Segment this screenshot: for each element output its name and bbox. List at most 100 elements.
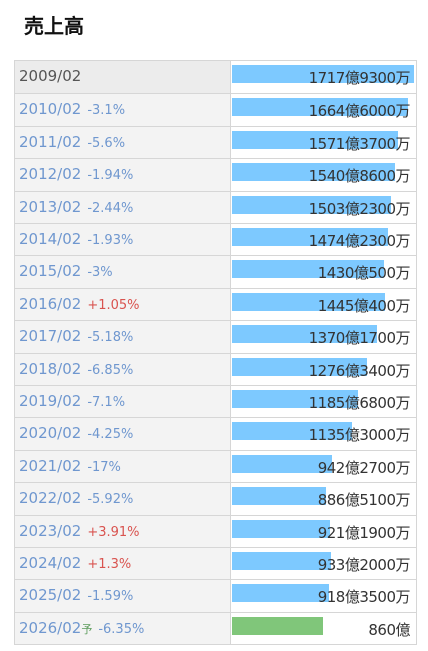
table-row: 2010/02 -3.1% 1664億6000万 bbox=[15, 93, 416, 126]
chart-title: 売上高 bbox=[24, 14, 84, 38]
amount-label: 1445億400万 bbox=[317, 296, 411, 315]
year-label[interactable]: 2021/02 -17% bbox=[19, 457, 121, 475]
year-cell: 2017/02 -5.18% bbox=[15, 321, 231, 353]
year-text[interactable]: 2019/02 bbox=[19, 392, 82, 410]
year-cell: 2018/02 -6.85% bbox=[15, 353, 231, 385]
year-cell: 2023/02 +3.91% bbox=[15, 515, 231, 547]
year-cell: 2025/02 -1.59% bbox=[15, 580, 231, 612]
forecast-mark: 予 bbox=[81, 622, 93, 636]
amount-label: 886億5100万 bbox=[317, 491, 411, 510]
table-row: 2025/02 -1.59% 918億3500万 bbox=[15, 579, 416, 612]
year-label[interactable]: 2016/02 +1.05% bbox=[19, 295, 140, 313]
year-cell: 2021/02 -17% bbox=[15, 450, 231, 483]
table-row: 2018/02 -6.85% 1276億3400万 bbox=[15, 352, 416, 385]
revenue-bar bbox=[232, 65, 414, 83]
yoy-change: -1.59% bbox=[87, 589, 134, 605]
year-cell: 2022/02 -5.92% bbox=[15, 483, 231, 515]
table-row: 2016/02 +1.05% 1445億400万 bbox=[15, 287, 416, 321]
year-label[interactable]: 2017/02 -5.18% bbox=[19, 327, 133, 345]
revenue-bar bbox=[232, 454, 332, 473]
yoy-change: +1.3% bbox=[87, 557, 132, 572]
amount-label: 1503億2300万 bbox=[308, 199, 411, 218]
year-label[interactable]: 2026/02予 -6.35% bbox=[19, 619, 144, 637]
table-row: 2022/02 -5.92% 886億5100万 bbox=[15, 482, 416, 515]
yoy-change: +3.91% bbox=[87, 524, 140, 540]
table-row: 2013/02 -2.44% 1503億2300万 bbox=[15, 190, 416, 223]
year-label[interactable]: 2009/02 bbox=[19, 67, 81, 85]
year-label[interactable]: 2012/02 -1.94% bbox=[19, 165, 133, 183]
year-text[interactable]: 2017/02 bbox=[19, 327, 82, 346]
year-cell: 2009/02 bbox=[15, 61, 231, 94]
yoy-change: -6.85% bbox=[87, 362, 134, 378]
amount-label: 918億3500万 bbox=[317, 588, 411, 607]
year-label[interactable]: 2015/02 -3% bbox=[19, 262, 113, 280]
revenue-bar bbox=[232, 195, 392, 214]
amount-label: 1474億2300万 bbox=[308, 232, 411, 250]
year-label[interactable]: 2020/02 -4.25% bbox=[19, 424, 133, 442]
year-text[interactable]: 2025/02 bbox=[19, 586, 82, 605]
amount-label: 1540億8600万 bbox=[308, 167, 411, 186]
amount-label: 860億 bbox=[368, 620, 410, 639]
table-row: 2011/02 -5.6% 1571億3700万 bbox=[15, 125, 416, 159]
year-cell: 2012/02 -1.94% bbox=[15, 159, 231, 191]
year-text[interactable]: 2012/02 bbox=[19, 165, 82, 184]
table-row: 2012/02 -1.94% 1540億8600万 bbox=[15, 158, 416, 191]
year-text[interactable]: 2021/02 bbox=[19, 456, 82, 475]
yoy-change: -4.25% bbox=[87, 427, 134, 443]
table-row: 2021/02 -17% 942億2700万 bbox=[15, 449, 416, 483]
yoy-change: -1.93% bbox=[87, 233, 134, 248]
year-label[interactable]: 2011/02 -5.6% bbox=[19, 133, 125, 151]
amount-label: 1717億9300万 bbox=[308, 69, 411, 87]
year-cell: 2014/02 -1.93% bbox=[15, 224, 231, 256]
year-text[interactable]: 2018/02 bbox=[19, 359, 82, 378]
table-row: 2017/02 -5.18% 1370億1700万 bbox=[15, 320, 416, 353]
yoy-change: +1.05% bbox=[87, 297, 140, 313]
year-label[interactable]: 2022/02 -5.92% bbox=[19, 489, 133, 507]
year-text[interactable]: 2020/02 bbox=[19, 424, 82, 443]
year-cell: 2015/02 -3% bbox=[15, 256, 231, 288]
year-label[interactable]: 2010/02 -3.1% bbox=[19, 100, 125, 118]
year-cell: 2011/02 -5.6% bbox=[15, 126, 231, 159]
table-row: 2023/02 +3.91% 921億1900万 bbox=[15, 514, 416, 547]
year-label[interactable]: 2025/02 -1.59% bbox=[19, 586, 133, 604]
year-label[interactable]: 2023/02 +3.91% bbox=[19, 522, 140, 540]
table-row: 2026/02予 -6.35% 860億 bbox=[15, 611, 416, 645]
revenue-bar bbox=[232, 98, 409, 117]
year-label[interactable]: 2019/02 -7.1% bbox=[19, 392, 125, 410]
year-text[interactable]: 2011/02 bbox=[19, 132, 82, 151]
yoy-change: -5.18% bbox=[87, 330, 134, 346]
yoy-change: -7.1% bbox=[87, 395, 126, 410]
revenue-bar bbox=[232, 292, 386, 311]
table-row: 2020/02 -4.25% 1135億3000万 bbox=[15, 417, 416, 450]
year-text[interactable]: 2009/02 bbox=[19, 67, 82, 85]
revenue-bar bbox=[232, 260, 384, 279]
revenue-bar bbox=[232, 519, 330, 538]
revenue-bar bbox=[232, 163, 396, 182]
revenue-bar bbox=[232, 228, 389, 246]
revenue-bar bbox=[232, 357, 368, 376]
year-text[interactable]: 2023/02 bbox=[19, 521, 82, 540]
amount-label: 1664億6000万 bbox=[308, 102, 411, 121]
year-label[interactable]: 2018/02 -6.85% bbox=[19, 360, 133, 378]
year-text[interactable]: 2013/02 bbox=[19, 197, 82, 216]
year-text[interactable]: 2010/02 bbox=[19, 100, 82, 119]
yoy-change: -3.1% bbox=[87, 103, 126, 119]
year-label[interactable]: 2024/02 +1.3% bbox=[19, 554, 131, 572]
year-label[interactable]: 2014/02 -1.93% bbox=[19, 230, 133, 248]
year-text[interactable]: 2015/02 bbox=[19, 262, 82, 281]
year-cell: 2026/02予 -6.35% bbox=[15, 612, 231, 645]
amount-label: 1430億500万 bbox=[317, 264, 411, 283]
amount-label: 1370億1700万 bbox=[308, 329, 411, 348]
table-row: 2014/02 -1.93% 1474億2300万 bbox=[15, 223, 416, 256]
year-text[interactable]: 2022/02 bbox=[19, 489, 82, 508]
year-text[interactable]: 2026/02 bbox=[19, 618, 82, 637]
year-text[interactable]: 2014/02 bbox=[19, 230, 82, 248]
year-text[interactable]: 2024/02 bbox=[19, 554, 82, 572]
yoy-change: -6.35% bbox=[98, 621, 145, 637]
year-label[interactable]: 2013/02 -2.44% bbox=[19, 198, 133, 216]
amount-label: 933億2000万 bbox=[317, 556, 411, 574]
amount-label: 942億2700万 bbox=[317, 458, 411, 477]
year-text[interactable]: 2016/02 bbox=[19, 294, 82, 313]
revenue-bar bbox=[232, 390, 358, 408]
year-cell: 2013/02 -2.44% bbox=[15, 191, 231, 223]
